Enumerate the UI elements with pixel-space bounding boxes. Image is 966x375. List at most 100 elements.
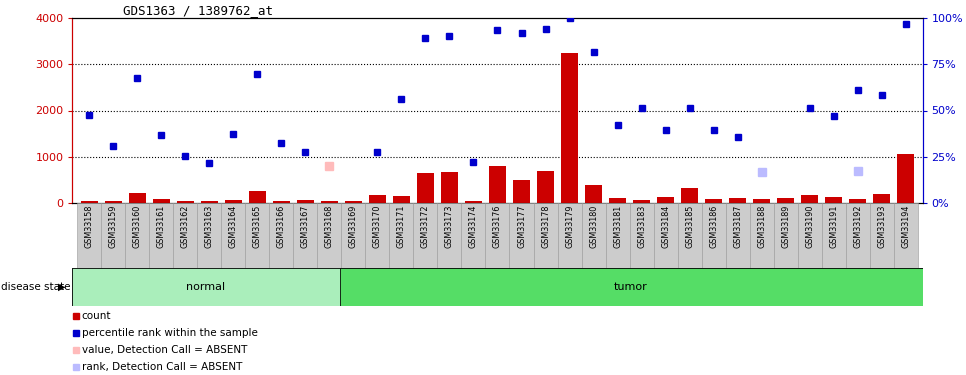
Text: GSM33181: GSM33181 xyxy=(613,205,622,248)
Bar xyxy=(297,200,314,203)
Bar xyxy=(489,166,506,203)
Bar xyxy=(897,154,914,203)
Bar xyxy=(340,268,923,306)
Bar xyxy=(582,203,606,268)
Bar xyxy=(273,201,290,203)
Text: value, Detection Call = ABSENT: value, Detection Call = ABSENT xyxy=(82,345,247,355)
Text: GSM33162: GSM33162 xyxy=(181,205,189,248)
Text: GSM33184: GSM33184 xyxy=(661,205,670,248)
Bar xyxy=(725,203,750,268)
Text: GSM33193: GSM33193 xyxy=(877,205,886,248)
Bar xyxy=(778,198,794,203)
Bar xyxy=(345,201,362,203)
Bar xyxy=(774,203,798,268)
Bar xyxy=(849,199,867,203)
Bar xyxy=(557,203,582,268)
Bar xyxy=(610,198,626,203)
Bar xyxy=(417,173,434,203)
Text: GSM33168: GSM33168 xyxy=(325,205,334,248)
Text: GSM33180: GSM33180 xyxy=(589,205,598,248)
Bar xyxy=(873,194,890,203)
Bar xyxy=(654,203,677,268)
Text: GSM33161: GSM33161 xyxy=(156,205,166,248)
Text: GSM33173: GSM33173 xyxy=(445,205,454,248)
Bar xyxy=(677,203,701,268)
Bar xyxy=(441,172,458,203)
Bar xyxy=(513,180,530,203)
Text: GSM33172: GSM33172 xyxy=(421,205,430,249)
Bar xyxy=(705,199,722,203)
Bar xyxy=(537,171,554,203)
Bar xyxy=(153,199,170,203)
Bar xyxy=(585,185,602,203)
Bar xyxy=(729,198,746,203)
Bar xyxy=(318,203,341,268)
Bar xyxy=(225,200,242,203)
Bar xyxy=(486,203,509,268)
Text: percentile rank within the sample: percentile rank within the sample xyxy=(82,328,258,338)
Bar xyxy=(533,203,557,268)
Bar xyxy=(561,53,578,203)
Bar xyxy=(369,195,385,203)
Bar xyxy=(606,203,630,268)
Text: disease state: disease state xyxy=(1,282,71,292)
Bar xyxy=(270,203,294,268)
Bar xyxy=(465,201,482,203)
Bar xyxy=(221,203,245,268)
Text: GSM33159: GSM33159 xyxy=(109,205,118,249)
Text: GSM33176: GSM33176 xyxy=(493,205,502,248)
Bar xyxy=(81,201,98,203)
Bar xyxy=(825,196,842,203)
Bar xyxy=(822,203,845,268)
Bar xyxy=(245,203,270,268)
Text: GSM33158: GSM33158 xyxy=(85,205,94,248)
Text: rank, Detection Call = ABSENT: rank, Detection Call = ABSENT xyxy=(82,362,242,372)
Bar xyxy=(438,203,462,268)
Bar xyxy=(750,203,774,268)
Bar xyxy=(365,203,389,268)
Bar xyxy=(77,203,101,268)
Text: GSM33185: GSM33185 xyxy=(685,205,695,248)
Bar xyxy=(389,203,413,268)
Bar xyxy=(126,203,150,268)
Text: GSM33167: GSM33167 xyxy=(300,205,310,248)
Text: ▶: ▶ xyxy=(58,282,66,292)
Bar xyxy=(294,203,318,268)
Bar xyxy=(701,203,725,268)
Bar xyxy=(201,201,217,203)
Text: GDS1363 / 1389762_at: GDS1363 / 1389762_at xyxy=(124,4,273,17)
Text: GSM33178: GSM33178 xyxy=(541,205,550,248)
Text: GSM33163: GSM33163 xyxy=(205,205,213,248)
Bar xyxy=(753,199,770,203)
Bar xyxy=(105,201,122,203)
Bar xyxy=(681,188,698,203)
Bar xyxy=(657,197,674,203)
Text: GSM33174: GSM33174 xyxy=(469,205,478,248)
Text: GSM33190: GSM33190 xyxy=(806,205,814,248)
Text: GSM33187: GSM33187 xyxy=(733,205,742,248)
Text: GSM33188: GSM33188 xyxy=(757,205,766,248)
Text: GSM33189: GSM33189 xyxy=(781,205,790,248)
Text: GSM33183: GSM33183 xyxy=(637,205,646,248)
Bar xyxy=(173,203,197,268)
Bar xyxy=(630,203,654,268)
Text: normal: normal xyxy=(186,282,226,292)
Text: GSM33170: GSM33170 xyxy=(373,205,382,248)
Bar xyxy=(509,203,533,268)
Bar xyxy=(101,203,126,268)
Text: GSM33194: GSM33194 xyxy=(901,205,910,248)
Bar xyxy=(798,203,822,268)
Text: GSM33179: GSM33179 xyxy=(565,205,574,249)
Bar xyxy=(197,203,221,268)
Bar xyxy=(801,195,818,203)
Bar xyxy=(869,203,894,268)
Text: GSM33191: GSM33191 xyxy=(829,205,838,248)
Text: GSM33169: GSM33169 xyxy=(349,205,358,248)
Bar xyxy=(249,190,266,203)
Bar xyxy=(177,201,194,203)
Text: count: count xyxy=(82,311,111,321)
Text: GSM33165: GSM33165 xyxy=(253,205,262,248)
Bar xyxy=(341,203,365,268)
Text: GSM33192: GSM33192 xyxy=(853,205,863,249)
Bar xyxy=(413,203,438,268)
